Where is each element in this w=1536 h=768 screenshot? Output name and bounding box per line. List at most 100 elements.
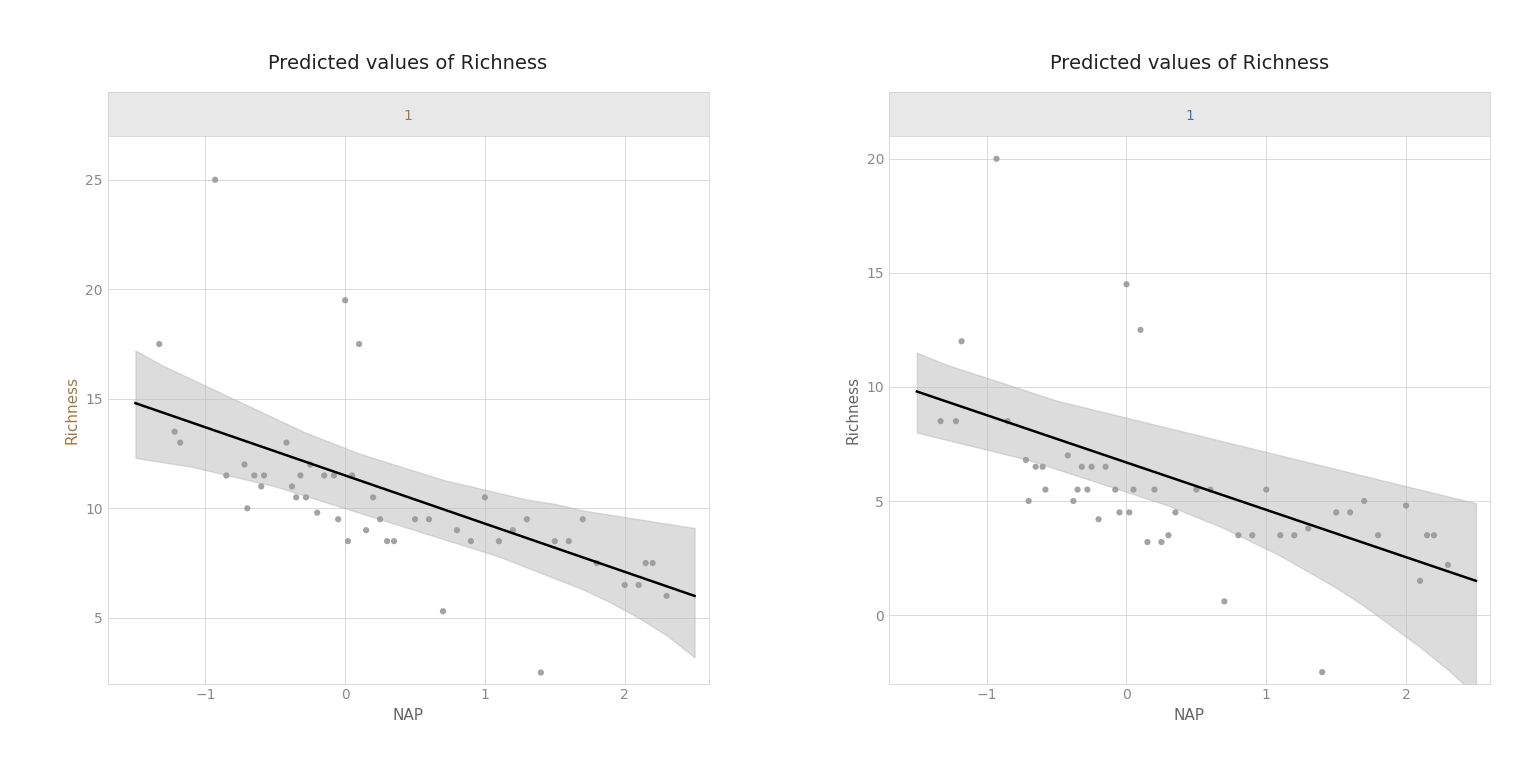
Point — [1212, 595, 1236, 607]
Point — [1061, 495, 1086, 507]
Point — [402, 513, 427, 525]
Text: 1: 1 — [404, 109, 413, 123]
Point — [321, 469, 346, 482]
Point — [312, 469, 336, 482]
Point — [347, 338, 372, 350]
Point — [1075, 483, 1100, 495]
Point — [1415, 529, 1439, 541]
Point — [1393, 499, 1418, 511]
Point — [1103, 483, 1127, 495]
Point — [473, 492, 498, 504]
Point — [298, 458, 323, 471]
Point — [214, 469, 238, 482]
Point — [1157, 529, 1181, 541]
Point — [641, 557, 665, 569]
Point — [1143, 483, 1167, 495]
Point — [235, 502, 260, 515]
Point — [167, 436, 192, 449]
Point — [1352, 495, 1376, 507]
Point — [1338, 506, 1362, 518]
Point — [284, 492, 309, 504]
Point — [928, 415, 952, 427]
Point — [1069, 461, 1094, 473]
Point — [1240, 529, 1264, 541]
Point — [1034, 483, 1058, 495]
Point — [1407, 574, 1432, 587]
Point — [326, 513, 350, 525]
Point — [995, 415, 1020, 427]
X-axis label: NAP: NAP — [393, 708, 424, 723]
Point — [252, 469, 276, 482]
Point — [1121, 483, 1146, 495]
Text: Predicted values of Richness: Predicted values of Richness — [1049, 54, 1329, 73]
Point — [1086, 513, 1111, 525]
Point — [542, 535, 567, 548]
Point — [985, 153, 1009, 165]
Point — [375, 535, 399, 548]
Point — [459, 535, 484, 548]
Point — [1422, 529, 1447, 541]
Point — [1055, 449, 1080, 462]
Text: 1: 1 — [1184, 109, 1193, 123]
Point — [1031, 461, 1055, 473]
Point — [487, 535, 511, 548]
Point — [293, 492, 318, 504]
Point — [1017, 495, 1041, 507]
Point — [1226, 529, 1250, 541]
Point — [943, 415, 968, 427]
Point — [949, 335, 974, 347]
Point — [243, 469, 267, 482]
Point — [1198, 483, 1223, 495]
Point — [1324, 506, 1349, 518]
Point — [556, 535, 581, 548]
Point — [1149, 536, 1174, 548]
Point — [280, 480, 304, 492]
Point — [613, 579, 637, 591]
Point — [1253, 483, 1278, 495]
Point — [633, 557, 657, 569]
Point — [336, 535, 361, 548]
Point — [382, 535, 407, 548]
Point — [654, 590, 679, 602]
Point — [528, 667, 553, 679]
Point — [367, 513, 392, 525]
Point — [1135, 536, 1160, 548]
Point — [627, 579, 651, 591]
Point — [147, 338, 172, 350]
Point — [249, 480, 273, 492]
Point — [1080, 461, 1104, 473]
Point — [1107, 506, 1132, 518]
Point — [1117, 506, 1141, 518]
Point — [416, 513, 441, 525]
Point — [289, 469, 313, 482]
Point — [353, 524, 378, 536]
Point — [1436, 559, 1461, 571]
Point — [1066, 483, 1091, 495]
Point — [333, 294, 358, 306]
Point — [163, 425, 187, 438]
Text: Predicted values of Richness: Predicted values of Richness — [269, 54, 548, 73]
Point — [430, 605, 455, 617]
Point — [232, 458, 257, 471]
Point — [1163, 506, 1187, 518]
Point — [339, 469, 364, 482]
Y-axis label: Richness: Richness — [846, 376, 860, 444]
X-axis label: NAP: NAP — [1174, 708, 1204, 723]
Point — [1267, 529, 1292, 541]
Point — [1184, 483, 1209, 495]
Point — [1296, 522, 1321, 535]
Point — [501, 524, 525, 536]
Point — [1094, 461, 1118, 473]
Point — [203, 174, 227, 186]
Point — [1114, 278, 1138, 290]
Point — [515, 513, 539, 525]
Point — [1310, 666, 1335, 678]
Point — [361, 492, 386, 504]
Point — [1014, 454, 1038, 466]
Point — [445, 524, 470, 536]
Point — [1283, 529, 1307, 541]
Point — [1127, 324, 1152, 336]
Y-axis label: Richness: Richness — [65, 376, 80, 444]
Point — [570, 513, 594, 525]
Point — [1366, 529, 1390, 541]
